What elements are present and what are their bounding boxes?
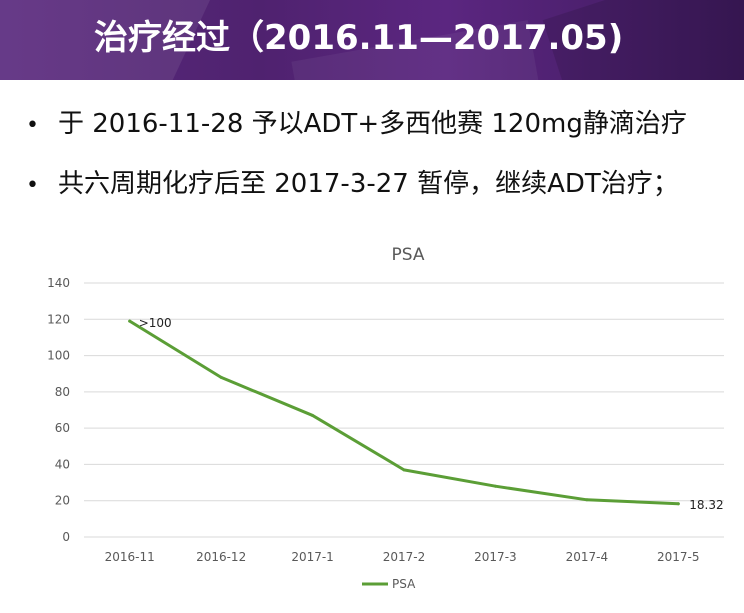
slide-title: 治疗经过（2016.11—2017.05) — [94, 18, 624, 58]
data-point — [676, 502, 680, 506]
y-tick-label: 20 — [55, 494, 70, 508]
data-label: >100 — [139, 316, 172, 330]
x-tick-label: 2016-11 — [105, 550, 155, 564]
y-tick-label: 0 — [62, 530, 70, 544]
y-tick-label: 120 — [47, 312, 70, 326]
bullet-text: 于 2016-11-28 予以ADT+多西他赛 120mg静滴治疗 — [58, 109, 687, 139]
bullet-item: • 共六周期化疗后至 2017-3-27 暂停，继续ADT治疗； — [26, 162, 742, 206]
x-tick-label: 2016-12 — [196, 550, 246, 564]
bullet-item: • 于 2016-11-28 予以ADT+多西他赛 120mg静滴治疗 — [26, 102, 742, 146]
y-tick-label: 100 — [47, 349, 70, 363]
x-tick-label: 2017-4 — [566, 550, 609, 564]
x-tick-label: 2017-3 — [474, 550, 517, 564]
data-point — [311, 413, 315, 417]
psa-line-chart: PSA 0 20 40 60 80 100 120 140 2016-11 2016-12 2017-… — [47, 245, 724, 591]
bullet-dot: • — [26, 173, 39, 198]
data-point — [219, 375, 223, 379]
chart-title: PSA — [392, 245, 425, 265]
series-line-psa — [128, 319, 680, 506]
y-tick-label: 60 — [55, 421, 70, 435]
y-tick-label: 80 — [55, 385, 70, 399]
data-point — [402, 468, 406, 472]
title-banner: 治疗经过（2016.11—2017.05) — [0, 0, 744, 80]
x-tick-label: 2017-2 — [383, 550, 426, 564]
data-label: 18.32 — [689, 498, 723, 512]
y-tick-label: 140 — [47, 276, 70, 290]
bullet-text: 共六周期化疗后至 2017-3-27 暂停，继续ADT治疗； — [58, 169, 679, 199]
bullet-list: • 于 2016-11-28 予以ADT+多西他赛 120mg静滴治疗 • 共六… — [26, 102, 742, 222]
data-point — [493, 484, 497, 488]
data-point — [585, 498, 589, 502]
x-tick-label: 2017-1 — [291, 550, 334, 564]
x-tick-label: 2017-5 — [657, 550, 700, 564]
data-point — [128, 319, 132, 323]
bullet-dot: • — [26, 113, 39, 138]
legend-label: PSA — [392, 577, 416, 591]
y-tick-label: 40 — [55, 457, 70, 471]
